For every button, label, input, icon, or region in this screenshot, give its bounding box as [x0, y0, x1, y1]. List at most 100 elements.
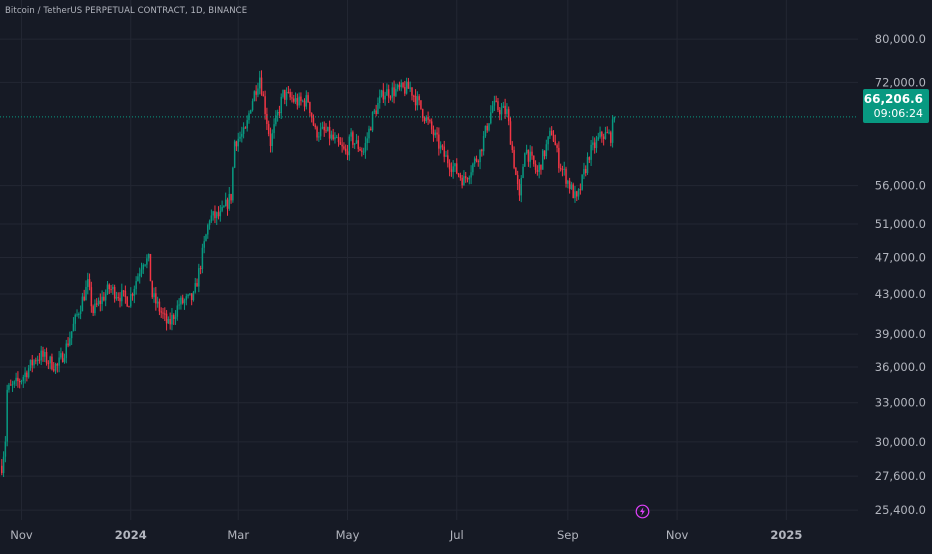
candle-body	[135, 281, 137, 289]
candle-body	[334, 137, 336, 140]
candle-body	[599, 131, 601, 138]
candle-body	[76, 314, 78, 316]
candle-body	[137, 276, 139, 282]
candle-body	[534, 164, 537, 170]
candle-body	[146, 258, 148, 265]
candle-body	[470, 172, 472, 178]
candle-body	[301, 100, 304, 102]
candle-body	[273, 124, 275, 134]
candle-body	[353, 143, 356, 145]
candle-body	[232, 167, 234, 201]
candle-body	[393, 87, 395, 96]
candle-body	[457, 173, 460, 176]
candle-body	[378, 96, 381, 104]
candle-body	[83, 296, 85, 301]
candle-body	[237, 138, 239, 147]
candle-body	[559, 168, 562, 170]
candle-body	[516, 174, 519, 185]
candle-body	[233, 141, 236, 168]
candle-body	[522, 166, 524, 178]
candle-body	[20, 380, 23, 383]
chart-title: Bitcoin / TetherUS PERPETUAL CONTRACT, 1…	[5, 6, 248, 16]
candle-body	[17, 377, 19, 381]
candle-body	[293, 98, 295, 102]
candle-body	[484, 125, 487, 137]
candle-body	[156, 301, 159, 304]
candle-body	[140, 269, 143, 274]
candle-body	[520, 177, 522, 196]
candle-body	[341, 144, 343, 147]
candle-body	[58, 357, 60, 366]
candle-body	[472, 163, 474, 173]
candle-body	[289, 92, 291, 98]
candle-body	[187, 294, 189, 297]
candle-body	[570, 184, 573, 190]
candle-body	[377, 103, 379, 115]
candle-body	[595, 139, 598, 149]
candle-body	[507, 109, 510, 122]
candle-body	[189, 293, 191, 295]
candle-body	[454, 163, 456, 167]
bar-countdown: 09:06:24	[873, 107, 923, 120]
y-tick-label: 30,000.0	[875, 435, 926, 449]
candle-body	[192, 292, 195, 301]
candle-body	[610, 132, 612, 143]
candle-body	[572, 184, 574, 199]
candle-body	[443, 146, 445, 157]
candle-body	[490, 112, 492, 124]
candle-body	[584, 169, 587, 173]
candle-body	[309, 102, 311, 113]
candle-body	[239, 136, 241, 139]
candle-body	[312, 117, 315, 126]
y-tick-label: 80,000.0	[875, 32, 926, 46]
candle-body	[375, 110, 377, 115]
candle-body	[423, 117, 426, 122]
candle-body	[413, 95, 415, 97]
candle-body	[361, 150, 363, 152]
candle-body	[387, 89, 390, 98]
candle-body	[441, 145, 444, 147]
candle-body	[246, 120, 248, 129]
candle-body	[601, 131, 603, 137]
candle-body	[219, 210, 222, 217]
candle-body	[6, 389, 8, 442]
candle-body	[506, 109, 508, 114]
candle-body	[352, 132, 354, 145]
candle-body	[420, 100, 422, 110]
candle-body	[586, 157, 589, 173]
candle-body	[203, 241, 205, 248]
candle-body	[24, 372, 26, 378]
candle-body	[346, 151, 349, 156]
candle-body	[504, 105, 506, 114]
candle-body	[228, 194, 231, 209]
candle-body	[90, 287, 93, 307]
candle-body	[434, 132, 437, 136]
candle-body	[554, 141, 557, 146]
candle-body	[250, 110, 252, 114]
x-tick-label: Jul	[449, 528, 464, 542]
candle-body	[69, 338, 71, 346]
candle-body	[581, 174, 583, 190]
candle-body	[475, 158, 478, 161]
lightning-icon[interactable]	[635, 504, 650, 519]
candle-body	[325, 130, 327, 132]
candle-body	[563, 168, 565, 170]
candle-body	[350, 132, 352, 137]
candle-body	[307, 95, 309, 103]
candle-body	[49, 356, 51, 364]
candle-body	[130, 294, 132, 307]
candle-body	[190, 293, 193, 301]
candle-body	[74, 314, 76, 324]
candle-body	[183, 300, 186, 304]
candle-body	[122, 290, 125, 292]
candle-body	[602, 136, 605, 139]
candle-body	[208, 221, 211, 226]
candle-body	[357, 140, 359, 149]
candle-body	[479, 149, 481, 163]
candle-body	[391, 87, 394, 98]
candle-body	[40, 350, 42, 361]
candle-body	[577, 189, 580, 197]
candle-body	[543, 150, 546, 157]
